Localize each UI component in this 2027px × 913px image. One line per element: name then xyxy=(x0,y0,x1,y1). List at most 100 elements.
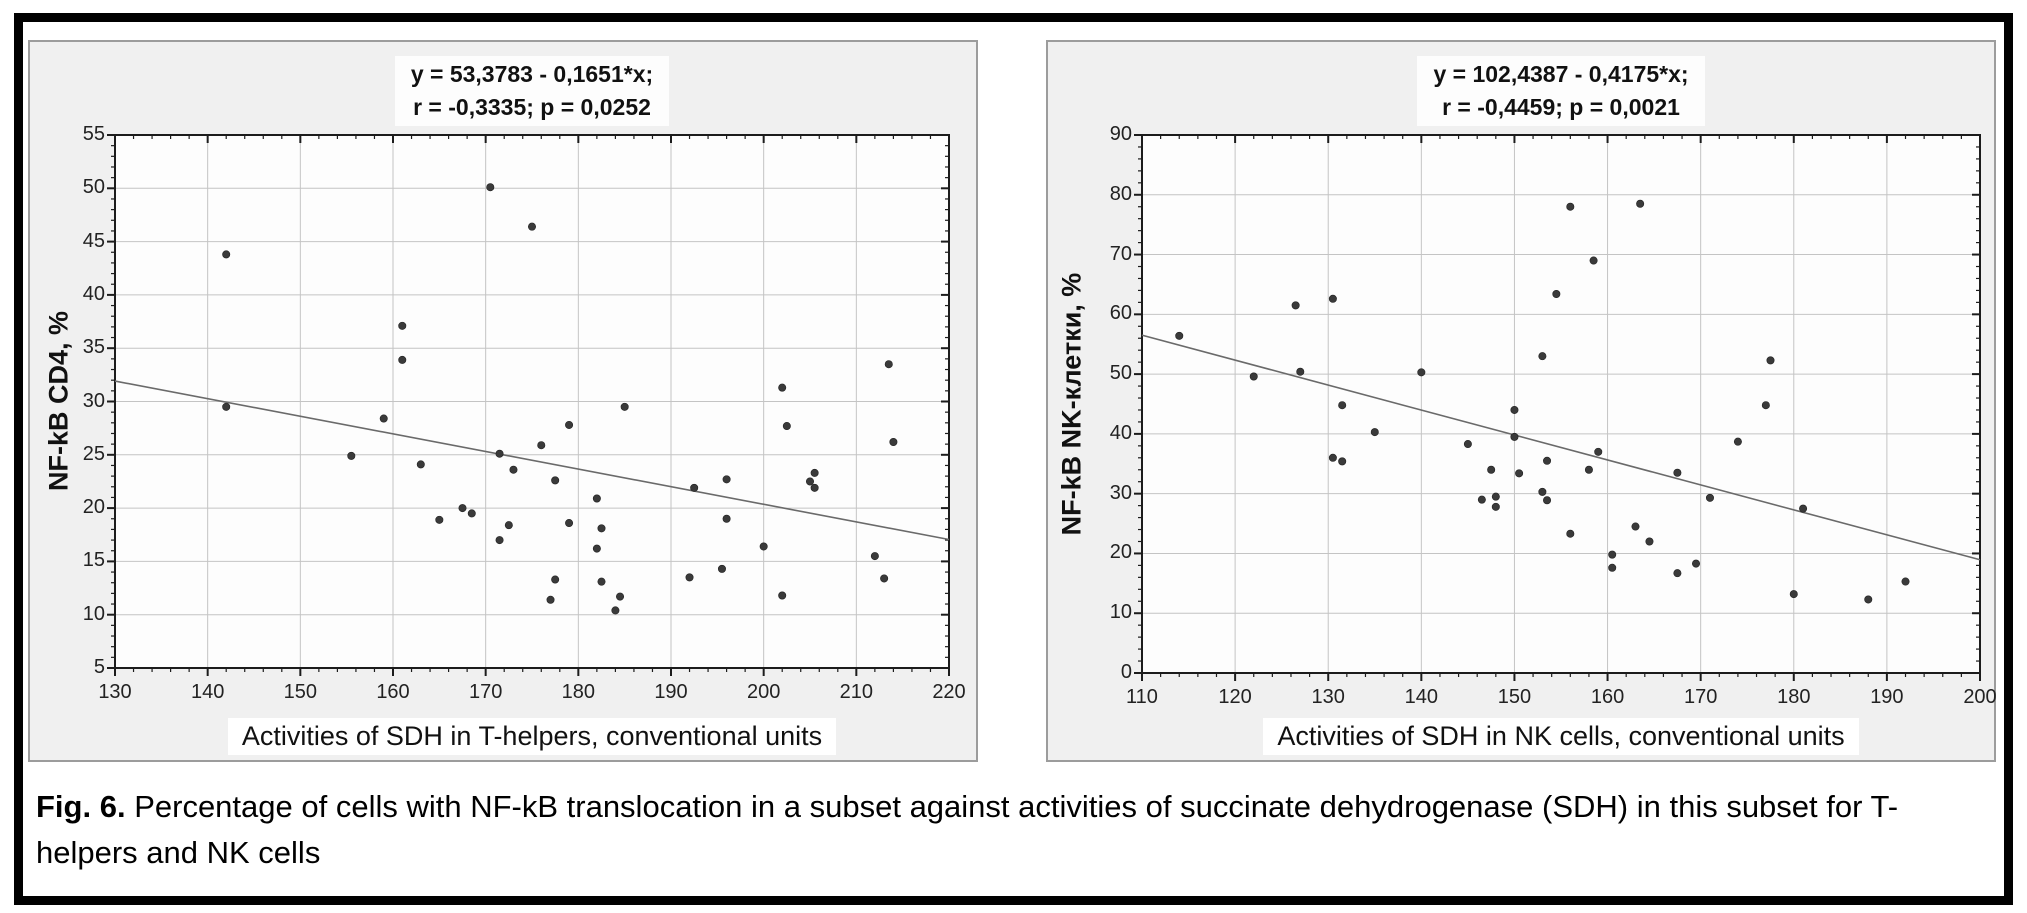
data-point xyxy=(611,606,620,615)
data-point xyxy=(722,475,731,484)
data-point xyxy=(778,383,787,392)
x-tick-label: 150 xyxy=(283,681,318,703)
scatter-plot-svg-t-helpers xyxy=(107,134,950,676)
y-tick-label: 15 xyxy=(82,549,105,572)
data-point xyxy=(1487,465,1496,474)
x-tick-label: 220 xyxy=(932,681,966,703)
x-tick-label: 180 xyxy=(561,681,596,703)
data-point xyxy=(782,422,791,431)
data-point xyxy=(1491,502,1500,511)
data-point xyxy=(467,509,476,518)
data-point xyxy=(592,544,601,553)
data-point xyxy=(759,542,768,551)
data-point xyxy=(1645,537,1654,546)
scatter-plot-svg-nk-cells xyxy=(1134,134,1981,681)
data-point xyxy=(347,451,356,460)
data-point xyxy=(1761,401,1770,410)
data-point xyxy=(435,515,444,524)
plot-area xyxy=(1142,135,1980,673)
axis-frame xyxy=(114,134,950,669)
data-point xyxy=(1491,492,1500,501)
data-point xyxy=(1705,493,1714,502)
data-point xyxy=(1510,405,1519,414)
data-point xyxy=(1589,256,1598,265)
data-point xyxy=(592,494,601,503)
y-tick-label: 50 xyxy=(1109,362,1132,385)
data-point xyxy=(1789,590,1798,599)
data-point xyxy=(1538,352,1547,361)
data-point xyxy=(527,222,536,231)
data-point xyxy=(620,402,629,411)
data-point xyxy=(1901,577,1910,586)
regression-line xyxy=(114,380,950,541)
data-point xyxy=(398,321,407,330)
x-tick-label: 120 xyxy=(1218,686,1252,708)
data-point xyxy=(1733,437,1742,446)
x-tick-label: 140 xyxy=(1404,686,1439,708)
data-point xyxy=(810,483,819,492)
data-point xyxy=(551,476,560,485)
y-tick-label: 25 xyxy=(82,442,105,465)
y-tick-label: 20 xyxy=(82,496,105,519)
data-point xyxy=(1515,469,1524,478)
regression-stats: r = -0,3335; p = 0,0252 xyxy=(413,94,651,120)
y-tick-label: 30 xyxy=(82,389,105,412)
data-point xyxy=(1631,522,1640,531)
regression-stats: r = -0,4459; p = 0,0021 xyxy=(1442,94,1680,120)
y-tick-label: 5 xyxy=(93,656,105,678)
y-tick-label: 40 xyxy=(1109,421,1132,444)
data-point xyxy=(1328,453,1337,462)
y-tick-label: 10 xyxy=(82,602,105,625)
data-point xyxy=(722,514,731,523)
data-point xyxy=(1608,563,1617,572)
data-point xyxy=(398,355,407,364)
scatter-panel-t-helpers: y = 53,3783 - 0,1651*x; r = -0,3335; p =… xyxy=(28,40,978,762)
data-point xyxy=(565,519,574,528)
data-point xyxy=(495,449,504,458)
data-point xyxy=(546,595,555,604)
data-point xyxy=(1175,331,1184,340)
y-tick-label: 10 xyxy=(1109,601,1132,624)
data-point xyxy=(1692,559,1701,568)
data-point xyxy=(458,504,467,513)
data-point xyxy=(1538,487,1547,496)
data-point xyxy=(717,564,726,573)
data-point xyxy=(1338,401,1347,410)
regression-equation: y = 53,3783 - 0,1651*x; xyxy=(410,61,654,87)
figure-caption-text: Percentage of cells with NF-kB transloca… xyxy=(36,789,1899,870)
data-point xyxy=(1543,456,1552,465)
y-tick-label: 0 xyxy=(1120,661,1132,683)
x-tick-label: 110 xyxy=(1126,686,1158,708)
x-tick-label: 150 xyxy=(1497,686,1532,708)
data-point xyxy=(504,521,513,530)
data-point xyxy=(685,573,694,582)
data-point xyxy=(1566,529,1575,538)
data-point xyxy=(537,441,546,450)
data-point xyxy=(805,477,814,486)
data-point xyxy=(1543,496,1552,505)
data-point xyxy=(597,524,606,533)
y-tick-label: 45 xyxy=(82,229,105,252)
y-tick-label: 40 xyxy=(82,282,105,305)
data-point xyxy=(1510,432,1519,441)
y-tick-label: 55 xyxy=(82,123,105,145)
data-point xyxy=(495,536,504,545)
data-point xyxy=(1370,428,1379,437)
x-tick-label: 170 xyxy=(468,681,503,703)
x-tick-label: 130 xyxy=(98,681,132,703)
y-tick-label: 35 xyxy=(82,336,105,359)
x-tick-label: 160 xyxy=(1590,686,1625,708)
data-point xyxy=(880,574,889,583)
figure-caption-label: Fig. 6. xyxy=(36,789,126,824)
data-point xyxy=(1584,465,1593,474)
data-point xyxy=(1566,202,1575,211)
data-point xyxy=(1673,468,1682,477)
x-tick-label: 200 xyxy=(1963,686,1997,708)
data-point xyxy=(1552,290,1561,299)
data-point xyxy=(1608,550,1617,559)
x-tick-label: 190 xyxy=(654,681,688,703)
data-point xyxy=(1477,495,1486,504)
data-point xyxy=(810,468,819,477)
y-tick-label: 50 xyxy=(82,176,105,199)
x-axis-label-t-helpers: Activities of SDH in T-helpers, conventi… xyxy=(115,718,949,755)
